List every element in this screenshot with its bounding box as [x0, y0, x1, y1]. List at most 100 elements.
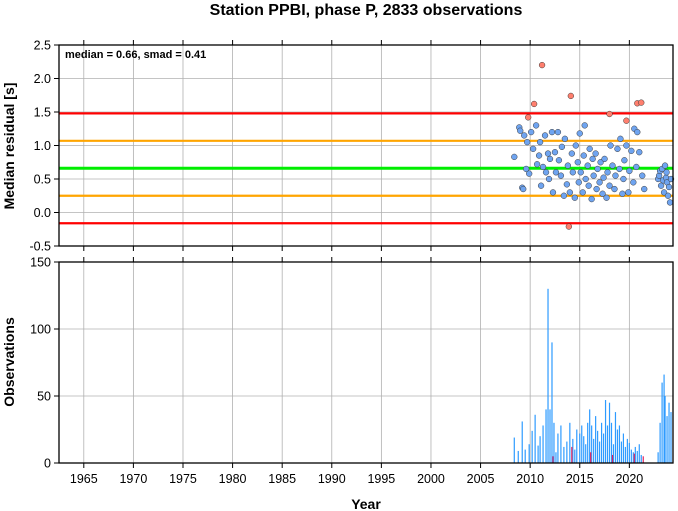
x-tick-label: 1995 [367, 472, 395, 486]
normal-data-point [537, 182, 545, 189]
observation-bar [551, 342, 553, 463]
normal-data-point [558, 143, 566, 150]
outlier-observation-bar [642, 456, 644, 463]
outlier-data-point [638, 99, 645, 106]
x-tick-label: 2005 [467, 472, 495, 486]
x-axis-label: Year [351, 496, 381, 511]
observation-bar [626, 438, 628, 463]
normal-data-point [568, 150, 575, 157]
observation-bar [634, 446, 636, 463]
outlier-data-point [538, 61, 546, 69]
normal-data-point [526, 170, 533, 177]
x-tick-label: 1965 [70, 472, 98, 486]
observation-bar [666, 416, 668, 463]
observation-bar [628, 442, 630, 463]
observation-bar [545, 409, 547, 463]
normal-data-point [548, 128, 556, 136]
observation-bar [555, 452, 557, 463]
outlier-observation-bar [611, 454, 614, 463]
observation-bar [602, 433, 605, 463]
normal-data-point [663, 169, 670, 176]
normal-data-point [544, 150, 552, 157]
observation-bar [668, 402, 670, 463]
normal-data-point [661, 162, 669, 169]
outlier-observation-bar [633, 453, 635, 463]
normal-data-point [545, 175, 553, 183]
residual-y-tick-label: 1.0 [34, 139, 51, 153]
observation-bar [583, 436, 585, 463]
observation-bar [566, 441, 568, 463]
normal-data-point [601, 155, 608, 163]
observation-bar [534, 414, 536, 463]
normal-data-point [623, 142, 630, 149]
normal-data-point [551, 149, 559, 156]
normal-data-point [599, 190, 606, 197]
normal-data-point [660, 189, 668, 196]
observation-bar [612, 444, 615, 463]
observation-bar [630, 449, 632, 463]
normal-data-point [557, 172, 565, 179]
outlier-observation-bar [590, 452, 592, 463]
observations-y-axis-label: Observations [1, 317, 17, 407]
normal-data-point [584, 162, 591, 169]
normal-data-point [574, 159, 581, 166]
observation-bar [517, 450, 519, 463]
observation-bar [576, 429, 578, 463]
normal-data-point [541, 132, 549, 139]
observation-bar [636, 450, 638, 463]
normal-data-point [529, 145, 537, 153]
normal-data-point [572, 142, 579, 149]
observation-bar [608, 402, 611, 463]
normal-data-point [521, 132, 528, 139]
normal-data-point [523, 165, 530, 173]
observation-bar [598, 441, 601, 463]
observation-bar [513, 437, 515, 463]
normal-data-point [612, 172, 619, 179]
normal-data-point [569, 169, 576, 176]
observation-bar [618, 425, 621, 463]
observation-bar [549, 409, 551, 463]
normal-data-point [585, 182, 592, 189]
normal-data-point [536, 139, 544, 146]
normal-data-point [546, 155, 554, 163]
observation-bar [587, 422, 589, 463]
normal-data-point [576, 130, 583, 137]
normal-data-point [554, 128, 562, 136]
x-tick-label: 1990 [318, 472, 346, 486]
normal-data-point [619, 190, 626, 197]
normal-data-point [517, 127, 524, 134]
normal-data-point [630, 179, 637, 186]
observation-bar [560, 425, 562, 463]
observations-y-tick-label: 0 [44, 457, 51, 471]
chart-title: Station PPBI, phase P, 2833 observations [210, 2, 523, 19]
observation-bar [622, 433, 625, 463]
x-tick-label: 1980 [219, 472, 247, 486]
residual-y-axis-label: Median residual [s] [1, 83, 17, 210]
normal-data-point [528, 128, 535, 136]
observation-bar [589, 409, 591, 463]
normal-data-point [617, 135, 624, 142]
normal-data-point [579, 189, 586, 196]
observation-bar [663, 374, 665, 463]
normal-data-point [604, 169, 611, 176]
normal-data-point [581, 122, 588, 129]
residual-y-tick-label: -0.5 [29, 240, 51, 254]
observation-bar [638, 444, 640, 463]
normal-data-point [641, 185, 648, 193]
outlier-data-point [530, 100, 538, 108]
normal-data-point [626, 167, 633, 175]
observation-bar [600, 422, 603, 463]
observation-bar [610, 422, 613, 463]
normal-data-point [600, 174, 607, 181]
x-tick-label: 2010 [516, 472, 544, 486]
residual-y-tick-label: 2.5 [34, 39, 51, 53]
normal-data-point [580, 152, 587, 159]
normal-data-point [592, 150, 599, 157]
observation-bar [593, 438, 595, 463]
observation-bar [640, 454, 642, 463]
observation-bar [661, 382, 663, 463]
observation-bar [557, 433, 559, 463]
normal-data-point [593, 185, 600, 193]
residual-y-tick-label: 2.0 [34, 72, 51, 86]
